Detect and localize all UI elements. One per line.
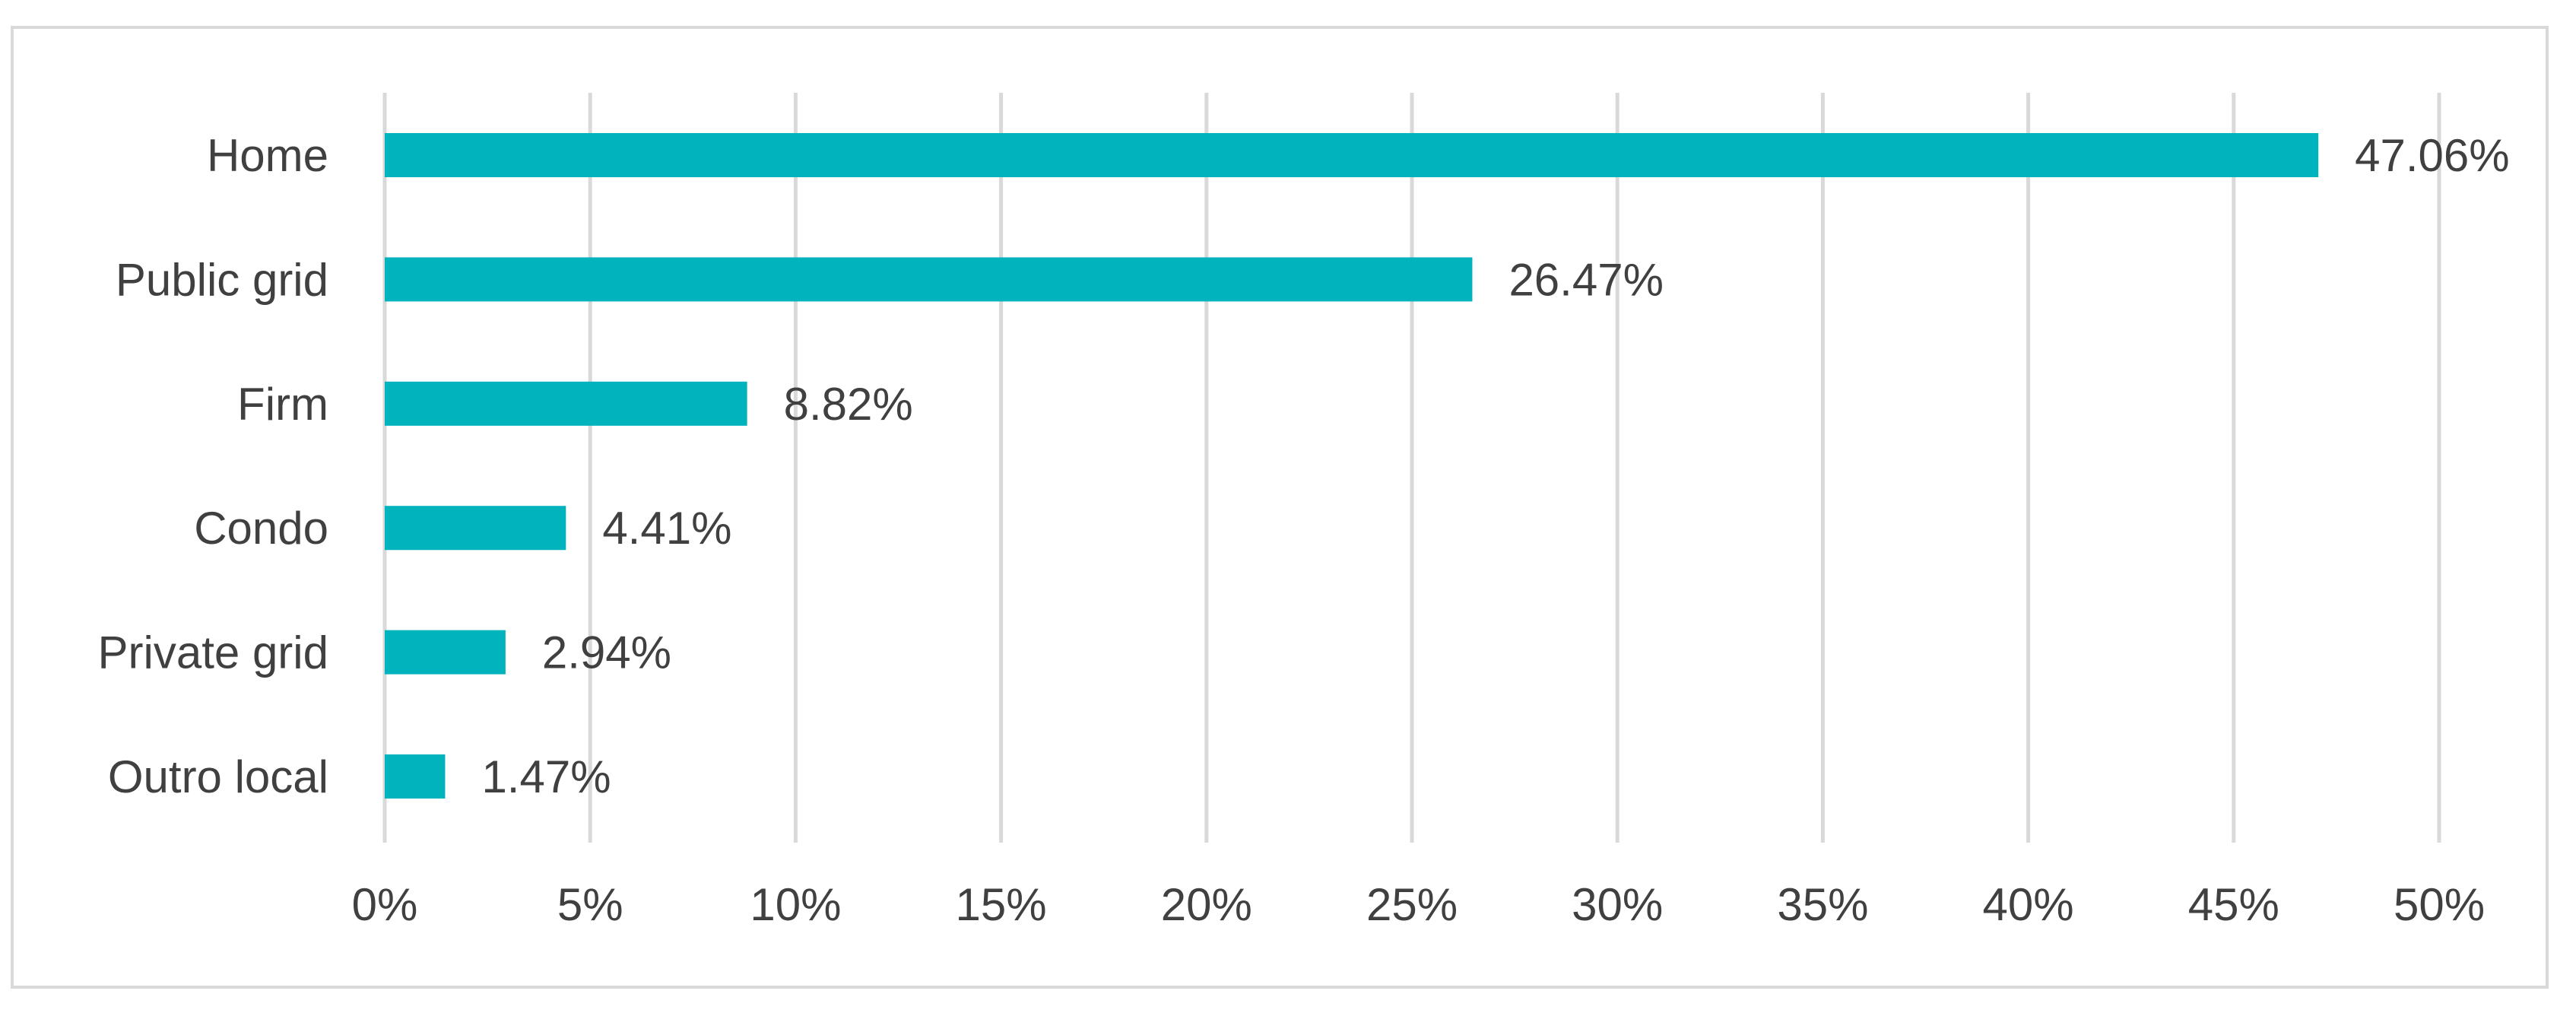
category-label: Public grid	[116, 254, 328, 305]
category-label: Private grid	[98, 627, 328, 678]
x-tick-label: 25%	[1366, 879, 1458, 930]
gridlines	[382, 93, 2441, 843]
category-label: Condo	[194, 503, 328, 554]
bar	[385, 630, 506, 675]
data-label: 4.41%	[602, 503, 731, 554]
bar	[385, 754, 446, 799]
x-tick-label: 20%	[1161, 879, 1252, 930]
category-label: Home	[207, 130, 328, 181]
bar	[385, 257, 1473, 302]
data-label: 47.06%	[2355, 130, 2510, 181]
x-tick-label: 50%	[2394, 879, 2485, 930]
x-tick-label: 15%	[956, 879, 1047, 930]
data-label: 26.47%	[1508, 254, 1664, 305]
category-label: Outro local	[108, 751, 328, 802]
data-label: 2.94%	[542, 627, 671, 678]
data-label: 8.82%	[784, 379, 913, 430]
x-tick-label: 45%	[2188, 879, 2279, 930]
x-tick-label: 35%	[1777, 879, 1868, 930]
x-tick-label: 5%	[557, 879, 623, 930]
x-tick-label: 40%	[1983, 879, 2074, 930]
data-label: 1.47%	[481, 751, 611, 802]
category-labels: Home Public grid Firm Condo Private grid Outr…	[98, 130, 328, 802]
x-axis-tick-labels: 0% 5% 10% 15% 20% 25% 30% 35% 40% 45% 50%	[352, 879, 2485, 930]
x-tick-label: 10%	[750, 879, 841, 930]
x-tick-label: 30%	[1572, 879, 1663, 930]
category-label: Firm	[237, 379, 328, 430]
data-labels: 47.06% 26.47% 8.82% 4.41% 2.94% 1.47%	[481, 130, 2509, 802]
bar	[385, 506, 566, 551]
bar	[385, 381, 747, 426]
bar	[385, 133, 2319, 177]
bars	[385, 133, 2319, 799]
x-tick-label: 0%	[352, 879, 418, 930]
